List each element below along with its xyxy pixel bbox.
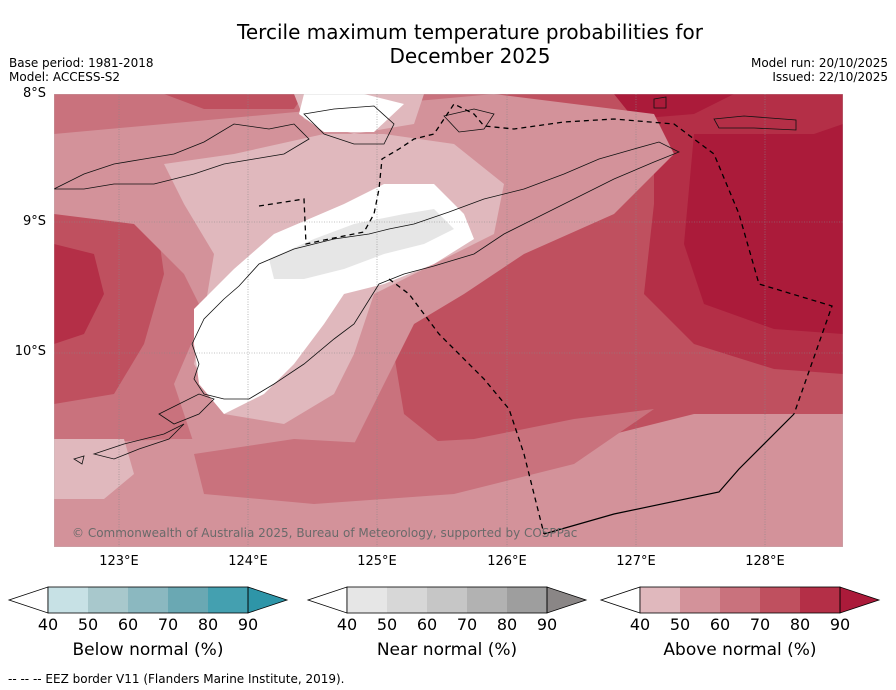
near-tick-70: 70 — [456, 615, 478, 634]
near-max-arrow — [546, 586, 588, 614]
above-band-80-90 — [800, 587, 840, 613]
wetar-outline — [443, 108, 495, 133]
below-band-70-80 — [168, 587, 208, 613]
copyright-notice: © Commonwealth of Australia 2025, Bureau… — [72, 526, 578, 540]
near-tick-90: 90 — [536, 615, 558, 634]
below-tick-90: 90 — [237, 615, 259, 634]
lon-label-127e: 127°E — [616, 554, 656, 569]
meta-right: Model run: 20/10/2025 Issued: 22/10/2025 — [751, 56, 888, 84]
model-run: Model run: 20/10/2025 — [750, 56, 888, 70]
sumba-fragment — [92, 423, 185, 460]
flores-outline — [54, 123, 310, 190]
near-tick-50: 50 — [376, 615, 398, 634]
region-above-90-east — [684, 124, 843, 334]
lat-label-9s: 9°S — [22, 214, 46, 229]
above-band-50-60 — [680, 587, 720, 613]
damar-islands — [653, 96, 797, 131]
near-band-60-70 — [427, 587, 467, 613]
below-normal-title: Below normal (%) — [72, 640, 224, 660]
near-band-50-60 — [387, 587, 427, 613]
near-tick-60: 60 — [416, 615, 438, 634]
above-tick-90: 90 — [829, 615, 851, 634]
near-min-arrow — [306, 586, 348, 614]
above-band-40-50 — [640, 587, 680, 613]
meta-left: Base period: 1981-2018 Model: ACCESS-S2 — [9, 56, 154, 84]
below-band-40-50 — [48, 587, 88, 613]
eez-legend-note: -- -- -- EEZ border V11 (Flanders Marine… — [8, 672, 345, 686]
region-no-dominant-north — [299, 94, 404, 132]
region-near-40 — [269, 209, 454, 279]
below-band-50-60 — [88, 587, 128, 613]
timor-island-outline — [191, 141, 680, 400]
lon-label-123e: 123°E — [99, 554, 139, 569]
below-band-80-90 — [208, 587, 248, 613]
above-band-60-70 — [720, 587, 760, 613]
above-tick-80: 80 — [789, 615, 811, 634]
probability-map — [54, 94, 843, 547]
savu-outline — [73, 455, 85, 465]
coastlines — [54, 96, 797, 465]
near-band-80-90 — [507, 587, 547, 613]
lat-label-10s: 10°S — [14, 344, 46, 359]
above-tick-40: 40 — [629, 615, 651, 634]
below-tick-60: 60 — [117, 615, 139, 634]
model-name: Model: ACCESS-S2 — [9, 70, 121, 84]
eez-solid-segment — [543, 413, 795, 535]
issued-date: Issued: 22/10/2025 — [772, 70, 888, 84]
near-band-40-50 — [347, 587, 387, 613]
near-tick-40: 40 — [336, 615, 358, 634]
above-tick-50: 50 — [669, 615, 691, 634]
rote-outline — [158, 393, 215, 425]
eez-border — [258, 103, 833, 535]
above-min-arrow — [599, 586, 641, 614]
lon-label-126e: 126°E — [487, 554, 527, 569]
below-tick-50: 50 — [77, 615, 99, 634]
above-max-arrow — [839, 586, 881, 614]
colorbar-above — [599, 586, 881, 614]
lat-label-8s: 8°S — [22, 86, 46, 101]
above-normal-title: Above normal (%) — [663, 640, 817, 660]
colorbar-below — [7, 586, 289, 614]
below-band-60-70 — [128, 587, 168, 613]
region-above-80-west — [54, 244, 104, 344]
near-normal-title: Near normal (%) — [376, 640, 518, 660]
lon-label-125e: 125°E — [357, 554, 397, 569]
colorbar-near — [306, 586, 588, 614]
title-line-1: Tercile maximum temperature probabilitie… — [237, 20, 703, 44]
below-tick-70: 70 — [157, 615, 179, 634]
near-tick-80: 80 — [496, 615, 518, 634]
region-above-70-northwest — [164, 94, 304, 109]
above-tick-60: 60 — [709, 615, 731, 634]
region-above-70-west — [54, 194, 164, 404]
title-line-2: December 2025 — [389, 44, 551, 68]
near-band-70-80 — [467, 587, 507, 613]
below-tick-80: 80 — [197, 615, 219, 634]
region-above-60-south — [194, 409, 654, 504]
region-above-40-southwest — [54, 439, 134, 499]
below-tick-40: 40 — [37, 615, 59, 634]
lon-label-124e: 124°E — [228, 554, 268, 569]
lon-label-128e: 128°E — [745, 554, 785, 569]
below-min-arrow — [7, 586, 49, 614]
base-period: Base period: 1981-2018 — [9, 56, 154, 70]
colorbars — [7, 586, 881, 614]
above-tick-70: 70 — [749, 615, 771, 634]
below-max-arrow — [247, 586, 289, 614]
map-title: Tercile maximum temperature probabilitie… — [0, 20, 896, 68]
alor-outline — [303, 105, 395, 145]
above-band-70-80 — [760, 587, 800, 613]
